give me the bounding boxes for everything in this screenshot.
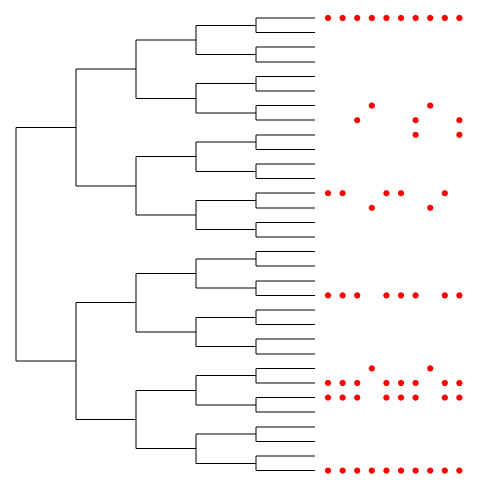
presence-dot [412,14,419,22]
presence-dot [427,365,434,372]
presence-dot [339,379,346,387]
presence-dot [456,394,463,401]
dendrogram-branches [15,17,315,472]
presence-dot [383,14,390,22]
presence-dot [368,365,375,372]
presence-dot [354,292,361,299]
presence-dot [456,467,463,474]
presence-dot [427,467,434,474]
presence-dot [368,102,375,109]
presence-dot [441,379,448,387]
presence-dot [383,379,390,387]
presence-dot [456,14,463,22]
presence-dot [456,292,463,299]
presence-dot [383,467,390,474]
presence-dot [456,379,463,387]
presence-dot [368,14,375,22]
presence-dot [383,292,390,299]
presence-dot [397,292,405,299]
presence-dot [339,394,346,401]
presence-dot [427,14,434,22]
presence-dot [383,394,390,401]
presence-dot [412,117,419,124]
presence-dot [397,467,405,474]
presence-dot [324,14,332,22]
presence-dot [339,292,346,299]
presence-dot [412,394,419,401]
presence-dot [368,204,375,211]
presence-dot [441,292,448,299]
presence-dot [397,379,405,387]
presence-dot [383,190,390,197]
presence-dot [412,467,419,474]
presence-dot [339,14,346,22]
dot-matrix [324,14,463,474]
presence-dot [412,292,419,299]
presence-dot [324,379,332,387]
presence-dot [324,292,332,299]
presence-dot [397,190,405,197]
presence-dot [324,190,332,197]
presence-dot [324,394,332,401]
presence-dot [456,131,463,138]
presence-dot [427,102,434,109]
presence-dot [412,379,419,387]
presence-dot [427,204,434,211]
presence-dot [354,14,361,22]
presence-dot [397,394,405,401]
presence-dot [441,190,448,197]
presence-dot [456,117,463,124]
presence-dot [368,467,375,474]
presence-dot [354,379,361,387]
presence-dot [354,394,361,401]
presence-dot [354,117,361,124]
presence-dot [354,467,361,474]
presence-dot [324,467,332,474]
presence-dot [339,190,346,197]
presence-dot [441,467,448,474]
presence-dot [441,394,448,401]
presence-dot [339,467,346,474]
presence-dot [441,14,448,22]
presence-dot [397,14,405,22]
presence-dot [412,131,419,138]
